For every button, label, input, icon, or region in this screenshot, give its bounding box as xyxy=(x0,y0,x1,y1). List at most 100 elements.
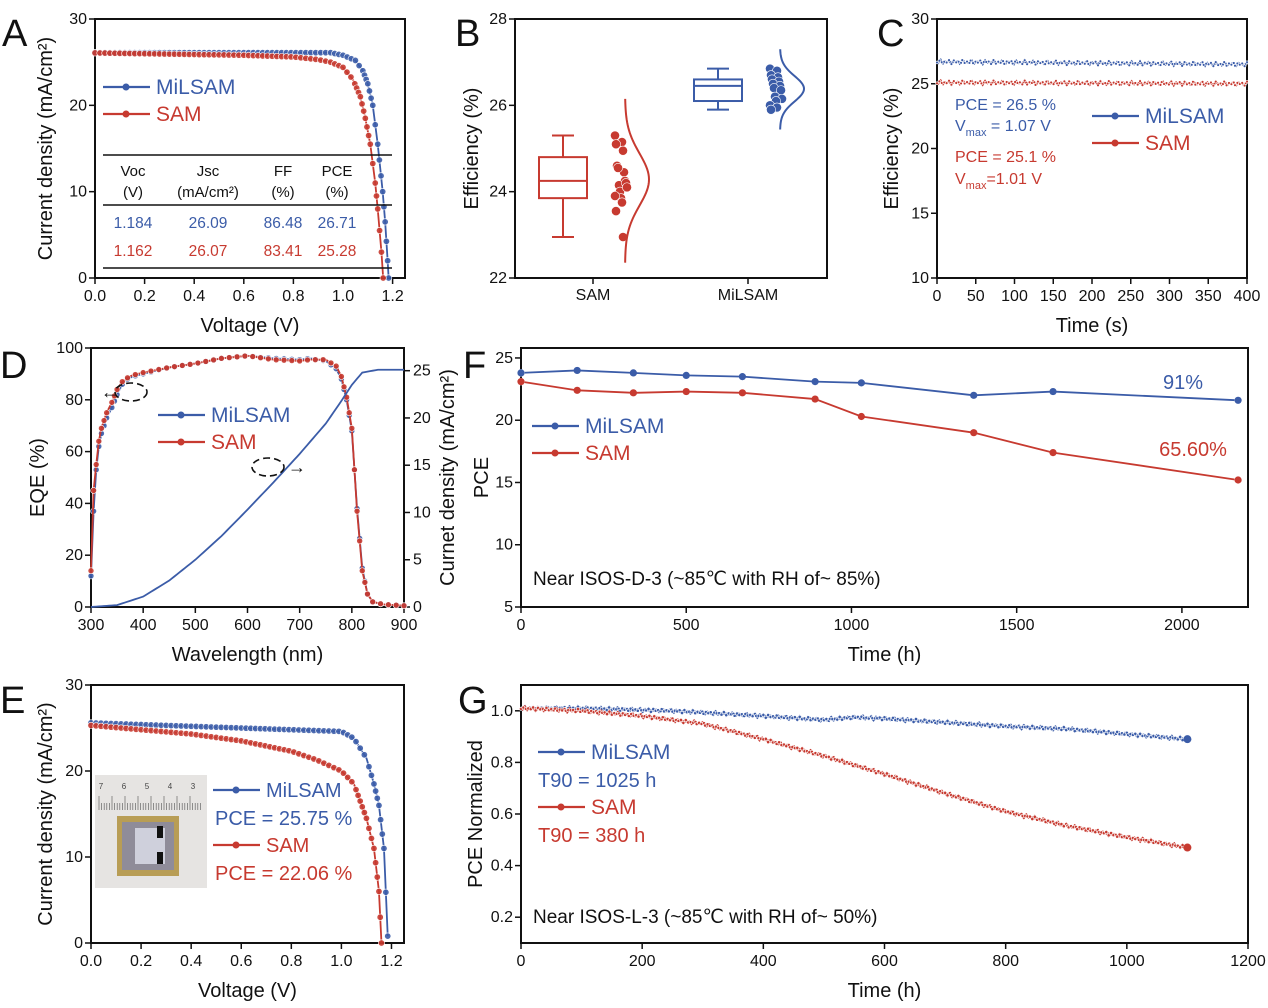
data-point xyxy=(1156,81,1160,85)
data-point xyxy=(1149,837,1153,842)
data-point xyxy=(1158,63,1163,67)
data-point xyxy=(1059,822,1064,826)
data-point xyxy=(1114,81,1118,86)
legend-label: SAM xyxy=(591,796,637,819)
y2-tick-label: 15 xyxy=(413,457,431,474)
data-point xyxy=(385,601,392,609)
legend-item-milsam: MiLSAM xyxy=(532,415,664,438)
x-tick-label: 500 xyxy=(182,617,209,634)
data-point xyxy=(943,721,947,726)
data-point xyxy=(1065,83,1069,87)
x-tick-label: 0.6 xyxy=(230,953,252,970)
data-point xyxy=(992,805,997,810)
data-point xyxy=(994,82,998,86)
data-point xyxy=(1191,60,1195,64)
ruler-label: 4 xyxy=(168,782,173,791)
data-point xyxy=(339,769,347,777)
data-point xyxy=(377,816,385,824)
x-tick-label: 300 xyxy=(1156,288,1183,305)
data-point xyxy=(87,567,95,575)
data-point xyxy=(296,357,303,365)
distribution-curve xyxy=(624,98,651,263)
data-point xyxy=(891,715,895,720)
data-point xyxy=(1115,729,1120,734)
data-point xyxy=(1049,387,1057,396)
data-point xyxy=(339,63,347,71)
data-point xyxy=(379,188,387,196)
data-point xyxy=(679,718,683,722)
data-point xyxy=(1010,61,1015,66)
data-point xyxy=(1085,59,1089,63)
data-point xyxy=(866,716,871,721)
legend-label: SAM xyxy=(211,431,257,454)
category-label: SAM xyxy=(576,287,611,304)
legend-label: MiLSAM xyxy=(1145,105,1224,128)
data-point xyxy=(366,140,374,148)
data-point xyxy=(1234,396,1242,404)
data-point xyxy=(721,728,726,732)
data-point xyxy=(935,60,939,65)
data-point xyxy=(1149,83,1153,87)
data-point xyxy=(636,714,641,719)
data-point xyxy=(708,710,713,715)
SAM-series xyxy=(935,78,1249,88)
data-point xyxy=(1182,60,1187,64)
data-point xyxy=(139,369,147,376)
data-point xyxy=(959,61,963,65)
data-point xyxy=(885,771,889,776)
panel-G: 0 200 400 600 800 1000 1200 0.2 0.4 0.6 0.8 1.0 Time… xyxy=(458,680,1266,1002)
data-point xyxy=(911,719,916,724)
legend-item-sam: SAM xyxy=(103,103,202,126)
panel-E: 0.0 0.2 0.4 0.6 0.8 1.0 1.2 0 10 20 30 Voltage (V) C… xyxy=(0,677,405,1002)
y-tick-label: 1.0 xyxy=(491,703,513,720)
data-point xyxy=(607,709,612,714)
x-tick-label: 900 xyxy=(391,617,418,634)
data-point xyxy=(1049,80,1053,85)
data-point xyxy=(356,744,364,752)
ruler-label: 5 xyxy=(145,782,150,791)
data-point xyxy=(660,715,665,720)
data-point xyxy=(1049,448,1057,457)
data-point xyxy=(911,780,916,785)
data-point xyxy=(92,461,100,468)
device-mask xyxy=(157,826,163,838)
x-tick-label: 0.8 xyxy=(280,953,302,970)
data-point xyxy=(358,100,366,108)
data-point xyxy=(1109,82,1113,87)
data-point xyxy=(1075,79,1080,83)
x-tick-label: 0.0 xyxy=(80,953,102,970)
data-point xyxy=(288,357,296,364)
data-point xyxy=(1001,59,1005,63)
data-point xyxy=(225,354,233,361)
data-point xyxy=(517,378,525,386)
data-point xyxy=(1116,60,1121,64)
data-point xyxy=(1007,81,1011,85)
data-point xyxy=(1214,79,1218,84)
data-point xyxy=(956,722,961,727)
x-axis-label: Voltage (V) xyxy=(198,980,297,1002)
data-point xyxy=(1061,725,1066,730)
data-point xyxy=(960,58,964,62)
data-point xyxy=(375,887,383,895)
t90-label-milsam: T90 = 1025 h xyxy=(538,770,656,792)
data-point xyxy=(970,429,978,437)
data-point xyxy=(1125,80,1129,84)
legend-marker xyxy=(551,422,559,430)
data-point xyxy=(682,387,690,396)
data-point xyxy=(1098,59,1103,63)
x-tick-label: 400 xyxy=(750,953,777,970)
data-point xyxy=(994,61,998,66)
data-point xyxy=(1093,80,1098,84)
data-point xyxy=(1028,814,1032,819)
series-line xyxy=(90,354,405,607)
data-point xyxy=(1151,80,1155,84)
data-point xyxy=(996,725,1001,730)
annotation: Vmax=1.01 V xyxy=(955,171,1042,192)
series-line xyxy=(520,369,1239,402)
x-tick-label: 1000 xyxy=(1109,953,1145,970)
x-tick-label: 800 xyxy=(338,617,365,634)
plot-frame xyxy=(90,684,405,944)
legend-label: SAM xyxy=(1145,132,1191,155)
data-point xyxy=(345,409,353,417)
data-point xyxy=(1114,62,1118,66)
